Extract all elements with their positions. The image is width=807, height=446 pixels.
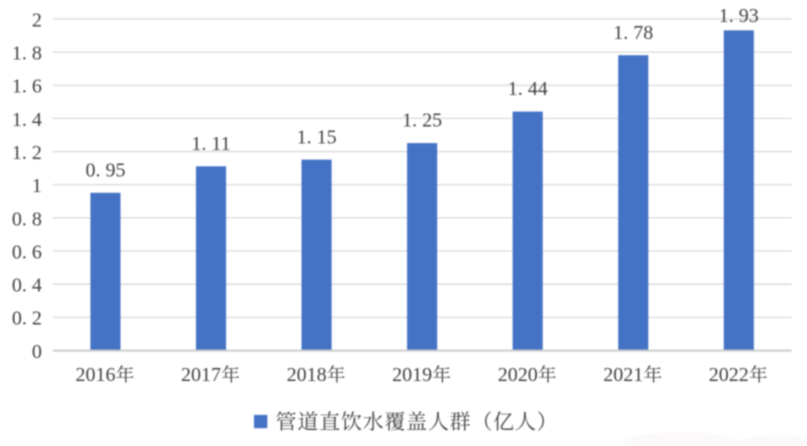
svg-text:2016: 2016 [75,364,115,386]
svg-text:1. 44: 1. 44 [508,78,548,100]
svg-text:2022: 2022 [709,364,749,386]
svg-text:0. 4: 0. 4 [12,275,42,297]
svg-text:1. 25: 1. 25 [402,110,442,132]
svg-text:0. 2: 0. 2 [12,308,42,330]
svg-text:2021: 2021 [603,364,643,386]
svg-text:1. 78: 1. 78 [613,22,653,44]
svg-text:2020: 2020 [498,364,538,386]
svg-text:2: 2 [32,9,42,31]
svg-text:1: 1 [32,175,42,197]
svg-text:0. 8: 0. 8 [12,208,42,230]
svg-text:0. 6: 0. 6 [12,241,42,263]
svg-text:1. 15: 1. 15 [297,126,337,148]
svg-text:2018: 2018 [287,364,327,386]
svg-text:1. 6: 1. 6 [12,76,42,98]
svg-text:1. 2: 1. 2 [12,142,42,164]
svg-text:0: 0 [32,341,42,363]
svg-text:1. 8: 1. 8 [12,43,42,65]
svg-text:1. 93: 1. 93 [719,5,759,27]
svg-text:1. 4: 1. 4 [12,109,42,131]
svg-text:2019: 2019 [392,364,432,386]
svg-text:1. 11: 1. 11 [191,133,230,155]
svg-text:0. 95: 0. 95 [85,159,125,181]
svg-text:2017: 2017 [181,364,221,386]
